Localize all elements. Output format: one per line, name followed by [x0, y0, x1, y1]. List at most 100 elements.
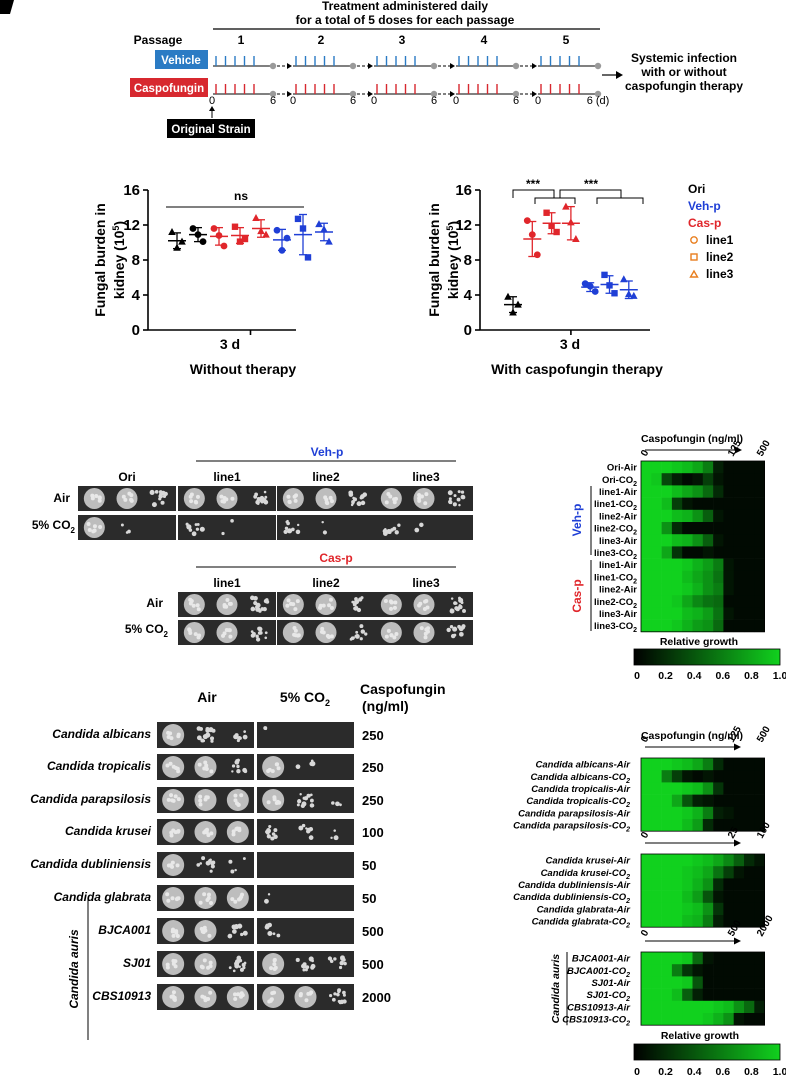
heatmap-cell [682, 988, 693, 1002]
heatmap-c-row-label: line1-Air [599, 560, 637, 571]
transfer-arrowhead [532, 91, 537, 97]
colony [250, 606, 256, 612]
heatmap-cell [671, 952, 683, 965]
y-tick-label: 8 [132, 252, 140, 269]
data-point [625, 290, 633, 298]
colony [389, 633, 394, 638]
colony [359, 625, 363, 628]
outcome-line3: caspofungin therapy [625, 79, 743, 93]
heatmap-cell [692, 758, 704, 771]
spot [413, 594, 435, 615]
species-label: CBS10913 [92, 989, 151, 1003]
spot-plate [157, 787, 254, 813]
spot [315, 594, 337, 615]
heatmap-d-title: Caspofungin (ng/ml) [641, 730, 743, 742]
heatmap-cell [661, 758, 673, 771]
colony [364, 632, 368, 636]
heatmap-cell [671, 461, 683, 474]
spot [413, 622, 435, 643]
colony [264, 636, 268, 640]
heatmap-cell [671, 854, 683, 867]
colony [127, 529, 131, 534]
heatmap-cell [744, 1000, 755, 1014]
heatmap-cell [733, 758, 745, 771]
heatmap-cell [682, 758, 693, 771]
colony [219, 494, 224, 499]
heatmap-cell [641, 952, 652, 965]
spot [282, 622, 304, 643]
colony [286, 494, 291, 499]
heatmap-cell [661, 915, 673, 928]
heatmap-cell [682, 915, 693, 928]
data-point [325, 237, 333, 245]
heatmap-cell [754, 522, 765, 535]
colorbar-d-tick: 1.0 [773, 1066, 786, 1078]
heatmap-cell [733, 619, 745, 633]
colony [273, 828, 278, 833]
heatmap-cell [733, 819, 745, 832]
heatmap-cell [692, 570, 704, 584]
colony [458, 596, 461, 600]
heatmap-cell [713, 866, 724, 879]
spot-plate [257, 852, 354, 878]
spot [262, 986, 285, 1008]
heatmap-cell [723, 570, 734, 584]
spot-plate [277, 486, 375, 511]
heatmap-cell [692, 485, 704, 498]
colony [328, 597, 333, 602]
colony [232, 969, 236, 973]
heatmap-cell [651, 952, 662, 965]
colorbar-c-tick: 0.2 [658, 670, 673, 682]
panel-a-schematic: Treatment administered daily for a total… [130, 0, 743, 138]
colony [243, 769, 248, 774]
passage-tick-start: 0 [453, 95, 459, 107]
heatmap-c-row-label: line1-CO2 [594, 499, 637, 512]
heatmap-cell [682, 509, 693, 523]
heatmap-d-frame [640, 853, 765, 928]
heatmap-cell [671, 964, 683, 977]
data-point [586, 282, 594, 290]
heatmap-cell [682, 819, 693, 832]
heatmap-cell [651, 854, 662, 867]
heatmap-cell [733, 964, 745, 977]
heatmap-cell [692, 509, 704, 523]
colony [205, 860, 211, 866]
colony [195, 527, 200, 531]
heatmap-cell [744, 890, 755, 904]
heatmap-cell [651, 806, 662, 820]
colony [237, 826, 242, 831]
colony [209, 769, 214, 774]
data-point [173, 243, 181, 251]
heatmap-cell [754, 583, 765, 596]
colony [270, 836, 275, 841]
data-point [553, 228, 560, 236]
colony [255, 634, 259, 638]
colony [187, 628, 192, 633]
colony [202, 733, 208, 740]
colony [337, 988, 342, 993]
y-tick-label: 0 [132, 322, 140, 339]
colony [351, 499, 355, 504]
heatmap-cell [744, 534, 755, 547]
colony [423, 631, 428, 636]
heatmap-c-row-label: line2-CO2 [594, 524, 637, 537]
legend-circle-marker [690, 236, 698, 244]
sig-bracket-2 [534, 197, 576, 204]
spot-plate [157, 819, 254, 845]
heatmap-cell [651, 522, 662, 535]
colony [196, 726, 202, 731]
heatmap-cell [733, 522, 745, 535]
colony [419, 522, 424, 528]
heatmap-cell [682, 461, 693, 474]
data-point [630, 291, 638, 299]
colony [169, 793, 174, 798]
colony [302, 968, 306, 972]
passage-tick-end: 6 [513, 95, 519, 107]
spot-plate [257, 819, 354, 845]
species-label: BJCA001 [98, 923, 151, 937]
y-tick-label: 0 [464, 322, 472, 339]
colony [228, 601, 233, 606]
right-ylabel-line1: Fungal burden in [426, 203, 442, 317]
heatmap-d-xtick: 0 [639, 734, 652, 745]
heatmap-cell [651, 546, 662, 559]
